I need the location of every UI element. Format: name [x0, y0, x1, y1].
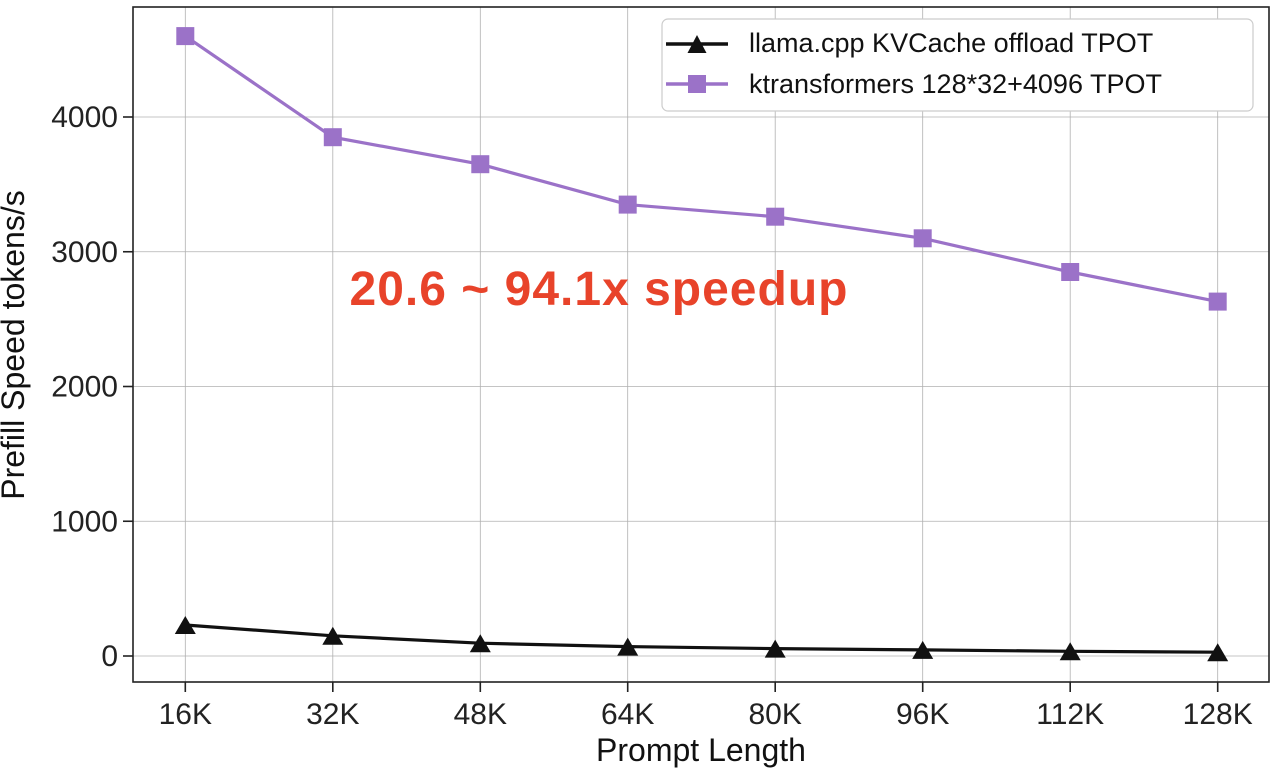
- svg-text:16K: 16K: [159, 698, 212, 731]
- svg-text:48K: 48K: [454, 698, 507, 731]
- svg-text:4000: 4000: [51, 101, 118, 134]
- svg-text:112K: 112K: [1036, 698, 1104, 731]
- svg-text:Prompt Length: Prompt Length: [596, 732, 806, 768]
- svg-text:80K: 80K: [749, 698, 802, 731]
- svg-text:32K: 32K: [306, 698, 359, 731]
- svg-text:2000: 2000: [51, 371, 118, 404]
- svg-text:0: 0: [101, 640, 118, 673]
- svg-text:128K: 128K: [1183, 698, 1253, 731]
- svg-text:64K: 64K: [601, 698, 654, 731]
- svg-text:ktransformers 128*32+4096 TPOT: ktransformers 128*32+4096 TPOT: [749, 69, 1162, 99]
- svg-text:1000: 1000: [51, 505, 118, 538]
- svg-text:Prefill Speed tokens/s: Prefill Speed tokens/s: [0, 190, 31, 500]
- svg-text:20.6 ~ 94.1x speedup: 20.6 ~ 94.1x speedup: [350, 263, 849, 316]
- svg-text:llama.cpp KVCache offload TPOT: llama.cpp KVCache offload TPOT: [749, 28, 1153, 58]
- svg-text:96K: 96K: [896, 698, 949, 731]
- svg-text:3000: 3000: [51, 236, 118, 269]
